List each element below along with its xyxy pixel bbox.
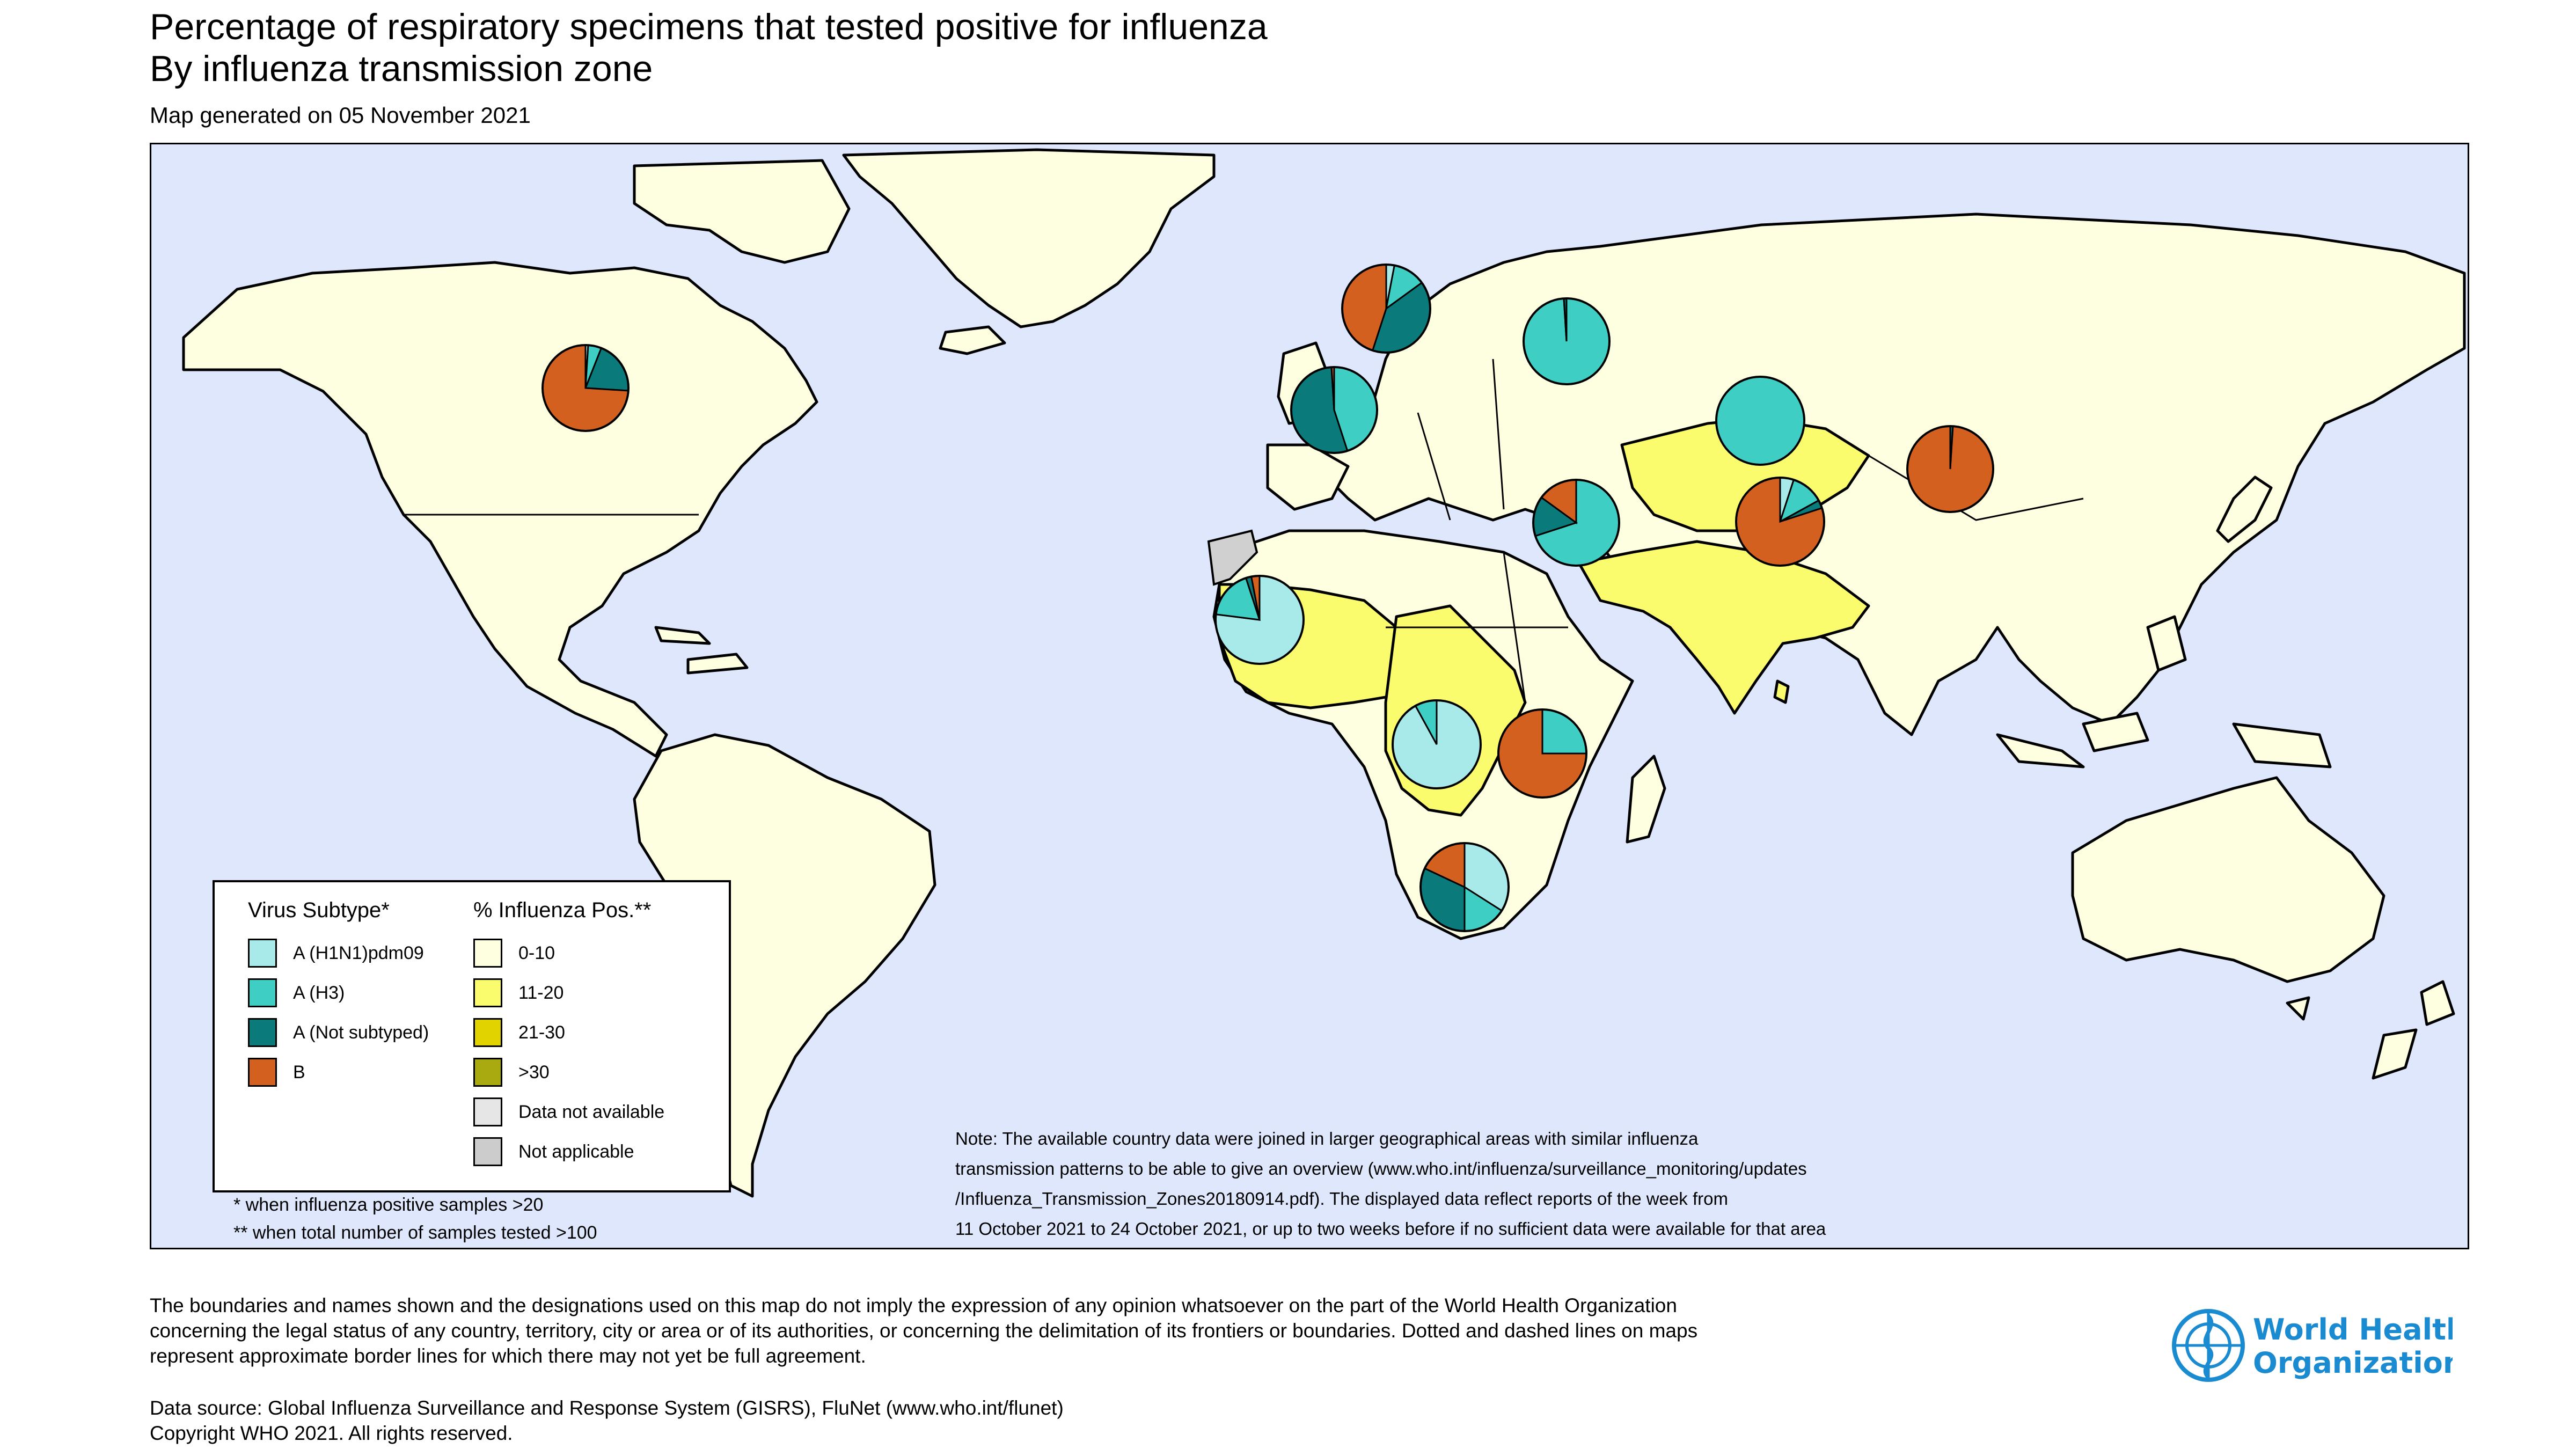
pie-outline	[1290, 366, 1378, 454]
legend-item-11-20: 11-20	[473, 978, 564, 1008]
iceland	[939, 325, 1006, 355]
pie-western-africa	[1214, 575, 1305, 665]
pie-outline	[1341, 264, 1431, 354]
pie-outline	[1392, 699, 1482, 789]
swatch-0-10	[473, 939, 502, 968]
legend-positivity-heading: % Influenza Pos.**	[473, 898, 652, 922]
pie-central-asia	[1715, 376, 1805, 466]
pie-eastern-africa	[1497, 708, 1587, 799]
legend-label: A (Not subtyped)	[293, 1022, 429, 1043]
pie-outline	[541, 344, 630, 432]
map-note: Note: The available country data were jo…	[955, 1124, 1826, 1244]
note-line: transmission patterns to be able to give…	[955, 1159, 1807, 1179]
greenland	[842, 148, 1216, 328]
legend-label: 21-30	[518, 1022, 565, 1043]
pie-charts	[541, 264, 1994, 932]
swatch-11-20	[473, 978, 502, 1007]
disclaimer-line: concerning the legal status of any count…	[150, 1320, 1698, 1342]
legend-item-h3: A (H3)	[248, 978, 345, 1008]
legend-item-h1n1: A (H1N1)pdm09	[248, 938, 424, 968]
pie-eastern-europe	[1523, 297, 1611, 385]
legend-footnote-2: ** when total number of samples tested >…	[233, 1223, 597, 1243]
pie-outline	[1532, 479, 1620, 567]
legend-item-b: B	[248, 1057, 305, 1087]
note-line: 11 October 2021 to 24 October 2021, or u…	[955, 1219, 1826, 1239]
swatch-no-data	[473, 1097, 502, 1126]
australia	[2071, 776, 2385, 983]
note-line: /Influenza_Transmission_Zones20180914.pd…	[955, 1189, 1728, 1209]
madagascar	[1626, 755, 1666, 844]
legend: Virus Subtype* % Influenza Pos.** A (H1N…	[213, 880, 731, 1192]
pie-outline	[1523, 297, 1611, 385]
page-title: Percentage of respiratory specimens that…	[150, 6, 1268, 47]
pie-eastern-asia	[1906, 425, 1994, 513]
swatch-h1n1	[248, 939, 277, 968]
legend-label: A (H1N1)pdm09	[293, 942, 424, 963]
indonesia-2	[2082, 712, 2149, 752]
pie-outline	[1906, 425, 1994, 513]
zone-southern-asia	[1577, 540, 1870, 715]
pie-western-asia	[1532, 479, 1620, 567]
pie-outline	[1497, 708, 1587, 799]
pie-outline	[1214, 575, 1305, 665]
pie-south-west-europe	[1290, 366, 1378, 454]
japan	[2216, 475, 2273, 543]
tasmania	[2286, 996, 2310, 1021]
new-guinea	[2232, 722, 2332, 769]
disclaimer-line: represent approximate border lines for w…	[150, 1345, 866, 1367]
legend-item-0-10: 0-10	[473, 938, 555, 968]
new-zealand-s	[2372, 1028, 2418, 1080]
who-name-line1: World Health	[2253, 1313, 2453, 1346]
pie-southern-asia	[1735, 477, 1825, 567]
legend-label: B	[293, 1062, 305, 1082]
pie-north-america	[541, 344, 630, 432]
legend-label: 11-20	[518, 982, 564, 1003]
indonesia-1	[1996, 733, 2085, 769]
caribbean	[686, 653, 749, 675]
swatch-21-30	[473, 1018, 502, 1047]
legend-label: 0-10	[518, 942, 555, 963]
philippines	[2146, 615, 2187, 672]
sri-lanka	[1773, 679, 1790, 704]
pie-southern-africa	[1419, 842, 1510, 932]
legend-label: Data not available	[518, 1101, 665, 1122]
legend-subtype-heading: Virus Subtype*	[248, 898, 390, 922]
swatch-not-applicable	[473, 1137, 502, 1166]
pie-outline	[1735, 477, 1825, 567]
legend-footnote-1: * when influenza positive samples >20	[233, 1195, 544, 1215]
pie-middle-africa	[1392, 699, 1482, 789]
swatch-over-30	[473, 1058, 502, 1087]
pie-outline	[1715, 376, 1805, 466]
legend-label: >30	[518, 1062, 550, 1082]
new-zealand-n	[2420, 980, 2455, 1026]
source-line: Data source: Global Influenza Surveillan…	[150, 1397, 1064, 1419]
note-line: Note: The available country data were jo…	[955, 1129, 1699, 1148]
cuba	[654, 626, 711, 645]
legend-item-not-applicable: Not applicable	[473, 1137, 634, 1167]
swatch-b	[248, 1058, 277, 1087]
copyright-line: Copyright WHO 2021. All rights reserved.	[150, 1422, 513, 1444]
legend-item-21-30: 21-30	[473, 1018, 565, 1048]
legend-item-over-30: >30	[473, 1057, 550, 1087]
data-source: Data source: Global Influenza Surveillan…	[150, 1395, 1064, 1446]
north-america	[182, 261, 818, 758]
arctic-islands	[633, 159, 851, 264]
western-sahara	[1207, 529, 1258, 586]
legend-item-no-data: Data not available	[473, 1097, 664, 1127]
map-date: Map generated on 05 November 2021	[150, 103, 531, 128]
pie-outline	[1419, 842, 1510, 932]
who-name-line2: Organization	[2253, 1346, 2453, 1380]
swatch-h3	[248, 978, 277, 1007]
swatch-not-subtyped	[248, 1018, 277, 1047]
who-emblem-icon	[2172, 1309, 2245, 1382]
disclaimer: The boundaries and names shown and the d…	[150, 1293, 1697, 1368]
legend-label: A (H3)	[293, 982, 345, 1003]
pie-northern-europe	[1341, 264, 1431, 354]
legend-label: Not applicable	[518, 1141, 634, 1162]
disclaimer-line: The boundaries and names shown and the d…	[150, 1294, 1677, 1316]
map-canvas	[182, 148, 2466, 1198]
page-subtitle: By influenza transmission zone	[150, 48, 653, 89]
legend-item-not-subtyped: A (Not subtyped)	[248, 1018, 429, 1048]
who-logo: World Health Organization	[2172, 1309, 2453, 1382]
